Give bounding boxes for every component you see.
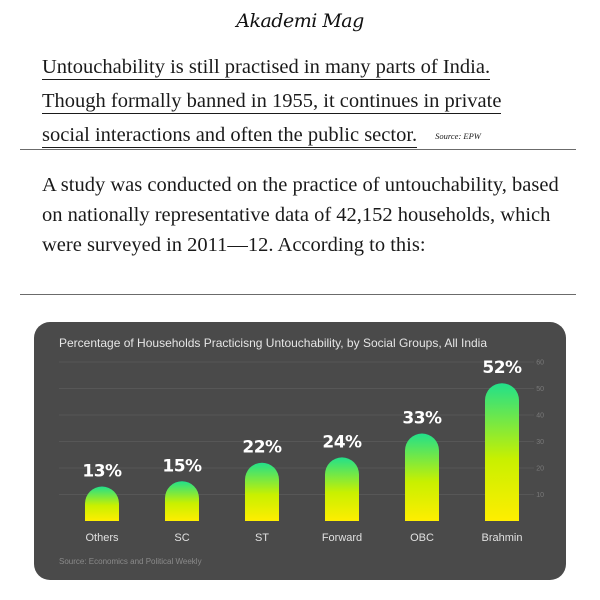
data-label: 13% xyxy=(82,462,122,482)
x-tick-label: Brahmin xyxy=(482,532,523,544)
data-label: 24% xyxy=(322,432,362,452)
chart-title: Percentage of Households Practicisng Unt… xyxy=(59,336,487,350)
divider-top xyxy=(20,149,576,150)
intro-line-3: social interactions and often the public… xyxy=(42,124,418,148)
y-tick-label: 60 xyxy=(536,360,544,367)
bar-others xyxy=(85,486,119,521)
x-tick-label: Others xyxy=(85,532,119,544)
bar-brahmin xyxy=(485,383,519,521)
y-tick-label: 30 xyxy=(536,439,544,446)
intro-source: Source: EPW xyxy=(435,131,481,142)
x-tick-label: SC xyxy=(174,532,189,544)
bar-obc xyxy=(405,433,439,521)
bar-st xyxy=(245,462,279,521)
y-tick-label: 10 xyxy=(536,492,544,499)
bar-chart: Percentage of Households Practicisng Unt… xyxy=(59,336,544,566)
bar-sc xyxy=(165,481,199,521)
divider-bottom xyxy=(20,294,576,295)
x-tick-label: ST xyxy=(255,532,269,544)
brand-logo: Akademi Mag xyxy=(236,10,364,32)
x-tick-label: OBC xyxy=(410,532,434,544)
y-tick-label: 20 xyxy=(536,466,544,473)
data-label: 22% xyxy=(242,438,282,458)
y-tick-label: 40 xyxy=(536,413,544,420)
data-label: 15% xyxy=(162,456,202,476)
chart-source: Source: Economics and Political Weekly xyxy=(59,557,202,566)
intro-text: Untouchability is still practised in man… xyxy=(42,52,572,154)
chart-card: Percentage of Households Practicisng Unt… xyxy=(34,322,566,580)
intro-line-2: Though formally banned in 1955, it conti… xyxy=(42,90,502,114)
data-label: 52% xyxy=(482,358,522,378)
intro-line-1: Untouchability is still practised in man… xyxy=(42,56,491,80)
y-tick-label: 50 xyxy=(536,386,544,393)
study-paragraph: A study was conducted on the practice of… xyxy=(42,174,559,256)
data-label: 33% xyxy=(402,409,442,429)
bar-forward xyxy=(325,457,359,521)
x-tick-label: Forward xyxy=(322,532,362,544)
